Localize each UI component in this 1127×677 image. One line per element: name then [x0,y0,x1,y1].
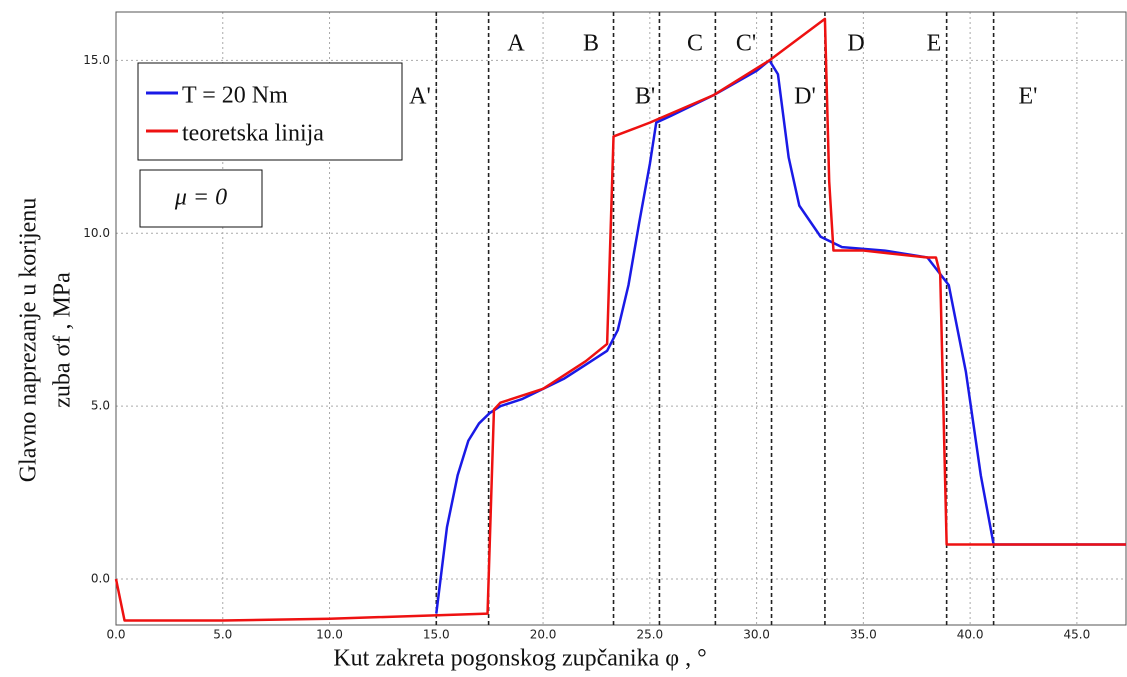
phase-label: E' [1019,84,1038,110]
phase-label: A [507,31,525,57]
annotation-box [139,169,263,228]
phase-label: D [847,31,864,57]
x-tick-label: 45.0 [1064,628,1091,642]
series-line [435,59,1126,614]
x-axis-label: Kut zakreta pogonskog zupčanika φ , ° [333,646,706,672]
y-axis-label: Glavno naprezanje u korijenu [16,198,42,483]
x-tick-label: 25.0 [636,628,663,642]
x-tick-label: 35.0 [850,628,877,642]
x-tick-label: 0.0 [106,628,125,642]
x-tick-label: 30.0 [743,628,770,642]
y-axis-label: zuba σf , MPa [50,272,76,408]
phase-label: E [927,31,942,57]
series-line [114,17,1126,622]
x-tick-label: 15.0 [423,628,450,642]
legend-label: T = 20 Nm [182,83,288,109]
legend-label: teoretska linija [182,121,324,147]
y-tick-label: 15.0 [83,53,110,67]
legend [137,62,403,161]
x-tick-label: 40.0 [957,628,984,642]
phase-label: A' [409,84,431,110]
y-tick-label: 5.0 [91,399,110,413]
y-tick-label: 0.0 [91,572,110,586]
x-tick-label: 10.0 [316,628,343,642]
phase-label: C' [736,31,756,57]
plot-frame [115,11,1127,626]
annotation: μ = 0 [174,185,227,211]
x-tick-label: 20.0 [530,628,557,642]
phase-label: C [687,31,703,57]
phase-label: B' [635,84,655,110]
phase-label: D' [794,84,816,110]
y-tick-label: 10.0 [83,226,110,240]
phase-label: B [583,31,599,57]
x-tick-label: 5.0 [213,628,232,642]
